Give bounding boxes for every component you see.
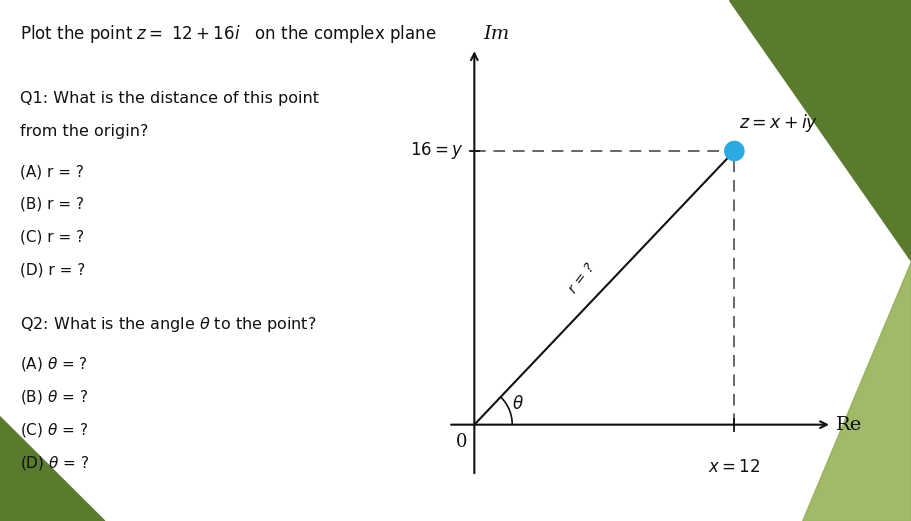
Polygon shape xyxy=(729,0,911,260)
Text: (C) r = ?: (C) r = ? xyxy=(20,230,85,245)
Text: (D) r = ?: (D) r = ? xyxy=(20,263,86,278)
Text: Re: Re xyxy=(836,416,863,433)
Text: (B) $\theta$ = ?: (B) $\theta$ = ? xyxy=(20,388,88,406)
Polygon shape xyxy=(0,417,105,521)
Point xyxy=(727,147,742,155)
Text: $16 = y$: $16 = y$ xyxy=(410,141,464,162)
Text: Q1: What is the distance of this point: Q1: What is the distance of this point xyxy=(20,91,320,106)
Polygon shape xyxy=(802,260,911,521)
Text: r = ?: r = ? xyxy=(566,261,597,296)
Text: $z = x + iy$: $z = x + iy$ xyxy=(739,112,818,134)
Text: $x = 12$: $x = 12$ xyxy=(708,459,761,476)
Text: 0: 0 xyxy=(456,433,468,451)
Text: Im: Im xyxy=(483,25,509,43)
Text: (A) r = ?: (A) r = ? xyxy=(20,164,85,179)
Text: (D) $\theta$ = ?: (D) $\theta$ = ? xyxy=(20,454,90,472)
Text: $\theta$: $\theta$ xyxy=(512,395,524,413)
Text: from the origin?: from the origin? xyxy=(20,124,148,139)
Text: (B) r = ?: (B) r = ? xyxy=(20,197,85,212)
Text: (A) $\theta$ = ?: (A) $\theta$ = ? xyxy=(20,355,88,374)
Text: Q2: What is the angle $\theta$ to the point?: Q2: What is the angle $\theta$ to the po… xyxy=(20,315,317,334)
Text: (C) $\theta$ = ?: (C) $\theta$ = ? xyxy=(20,421,88,439)
Text: Plot the point $z = \ 12 + 16i$   on the complex plane: Plot the point $z = \ 12 + 16i$ on the c… xyxy=(20,23,437,45)
